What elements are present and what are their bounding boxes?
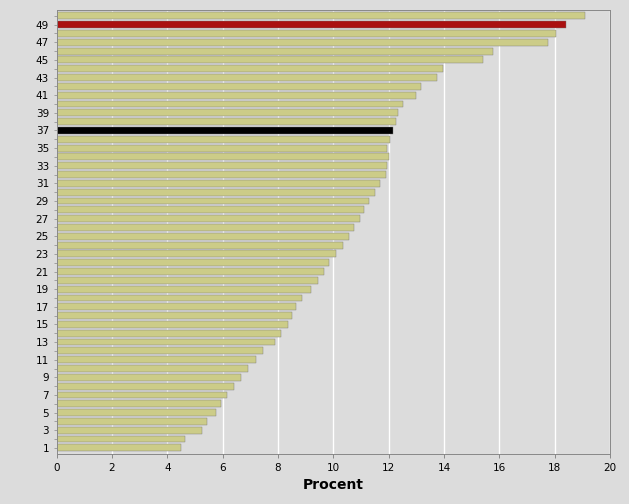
Bar: [57, 39, 548, 46]
Bar: [57, 445, 181, 451]
Bar: [57, 188, 375, 196]
Bar: [57, 171, 386, 178]
Bar: [57, 303, 296, 310]
Bar: [57, 312, 292, 319]
Bar: [57, 241, 343, 248]
Bar: [57, 224, 354, 231]
Bar: [57, 286, 311, 293]
Bar: [57, 268, 324, 275]
Bar: [57, 418, 208, 425]
Bar: [57, 392, 227, 398]
Bar: [57, 427, 202, 433]
X-axis label: Procent: Procent: [303, 478, 364, 492]
Bar: [57, 383, 234, 390]
Bar: [57, 48, 493, 54]
Bar: [57, 365, 248, 372]
Bar: [57, 145, 387, 152]
Bar: [57, 215, 360, 222]
Bar: [57, 330, 281, 337]
Bar: [57, 356, 256, 363]
Bar: [57, 118, 396, 125]
Bar: [57, 180, 381, 187]
Bar: [57, 30, 556, 37]
Bar: [57, 277, 318, 284]
Bar: [57, 198, 369, 205]
Bar: [57, 21, 566, 28]
Bar: [57, 374, 241, 381]
Bar: [57, 233, 348, 240]
Bar: [57, 435, 186, 443]
Bar: [57, 206, 364, 213]
Bar: [57, 74, 437, 81]
Bar: [57, 56, 483, 64]
Bar: [57, 321, 287, 328]
Bar: [57, 162, 387, 169]
Bar: [57, 250, 336, 258]
Bar: [57, 109, 398, 116]
Bar: [57, 92, 416, 99]
Bar: [57, 259, 329, 266]
Bar: [57, 294, 301, 301]
Bar: [57, 127, 393, 134]
Bar: [57, 136, 390, 143]
Bar: [57, 409, 216, 416]
Bar: [57, 66, 443, 72]
Bar: [57, 83, 421, 90]
Bar: [57, 400, 221, 407]
Bar: [57, 339, 276, 346]
Bar: [57, 347, 263, 354]
Bar: [57, 100, 403, 107]
Bar: [57, 13, 585, 19]
Bar: [57, 153, 389, 160]
